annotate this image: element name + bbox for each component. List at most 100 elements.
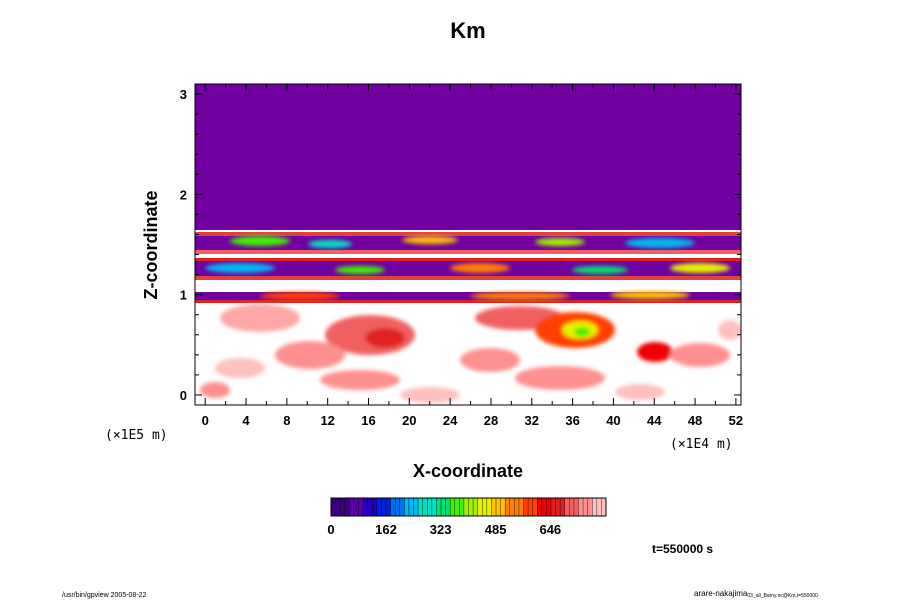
colorbar-cell — [546, 498, 552, 516]
colorbar-cell — [454, 498, 460, 516]
colorbar-cell — [413, 498, 419, 516]
colorbar-cell — [491, 498, 497, 516]
colorbar-cell — [427, 498, 433, 516]
colorbar-cell — [569, 498, 575, 516]
colorbar-cell — [468, 498, 474, 516]
x-unit-label: (×1E4 m) — [670, 437, 733, 452]
colorbar-cell — [381, 498, 387, 516]
x-axis-label: X-coordinate — [413, 461, 523, 481]
colorbar-cell — [509, 498, 515, 516]
colorbar-cell — [551, 498, 557, 516]
colorbar-cell — [418, 498, 424, 516]
colorbar-cell — [431, 498, 437, 516]
x-tick-label: 28 — [484, 413, 498, 428]
turbulence-patches — [205, 236, 730, 300]
colorbar-cell — [376, 498, 382, 516]
footer-right: arare-nakajima03_all_Barny.nc@Km,t=55000… — [694, 589, 818, 599]
time-label: t=550000 s — [652, 542, 713, 556]
x-tick-label: 8 — [283, 413, 290, 428]
colorbar-cell — [408, 498, 414, 516]
colorbar-cell — [564, 498, 570, 516]
x-tick-label: 16 — [361, 413, 375, 428]
colorbar-cell — [353, 498, 359, 516]
colorbar-cell — [555, 498, 561, 516]
footer-right-small: 03_all_Barny.nc@Km,t=550000 — [747, 593, 818, 599]
x-tick-label: 20 — [402, 413, 416, 428]
x-tick-label: 24 — [443, 413, 458, 428]
x-tick-label: 12 — [320, 413, 334, 428]
band-purple-1 — [195, 232, 741, 236]
y-axis: 0 1 2 3 — [180, 87, 741, 403]
colorbar-cell — [477, 498, 483, 516]
colorbar-cell — [601, 498, 607, 516]
x-tick-label: 48 — [688, 413, 702, 428]
colorbar-cell — [528, 498, 534, 516]
colorbar-cell — [518, 498, 524, 516]
colorbar-cell — [463, 498, 469, 516]
colorbar-tick-label: 162 — [375, 522, 397, 537]
x-tick-label: 52 — [729, 413, 743, 428]
colorbar-cell — [514, 498, 520, 516]
colorbar-cell — [537, 498, 543, 516]
y-tick-label: 3 — [180, 87, 187, 102]
colorbar-cell — [459, 498, 465, 516]
y-tick-label: 2 — [180, 187, 187, 202]
band-red-3 — [195, 276, 741, 280]
colorbar-cell — [344, 498, 350, 516]
colorbar-cell — [404, 498, 410, 516]
colorbar-cell — [422, 498, 428, 516]
plot-frame — [194, 83, 742, 406]
band-white-2 — [195, 280, 741, 292]
colorbar-cell — [386, 498, 392, 516]
colorbar-cell — [358, 498, 364, 516]
colorbar-cell — [587, 498, 593, 516]
colorbar-cell — [523, 498, 529, 516]
colorbar-cell — [395, 498, 401, 516]
colorbar-cell — [596, 498, 602, 516]
x-tick-label: 44 — [647, 413, 662, 428]
colorbar-cell — [450, 498, 456, 516]
x-tick-label: 40 — [606, 413, 620, 428]
colorbar-cell — [505, 498, 511, 516]
colorbar-frame — [330, 497, 607, 517]
colorbar-tick-label: 323 — [430, 522, 452, 537]
colorbar: 0 162 323 485 646 — [327, 497, 607, 537]
plot-area — [195, 84, 741, 405]
colorbar-cell — [578, 498, 584, 516]
colorbar-cell — [340, 498, 346, 516]
colorbar-cell — [532, 498, 538, 516]
x-tick-label: 4 — [242, 413, 250, 428]
band-purple-4 — [195, 292, 741, 300]
y-tick-label: 1 — [180, 288, 187, 303]
colorbar-cell — [331, 498, 337, 516]
x-tick-label: 36 — [565, 413, 579, 428]
x-tick-label: 0 — [202, 413, 209, 428]
colorbar-cell — [592, 498, 598, 516]
footer-right-main: arare-nakajima — [694, 589, 748, 598]
upper-purple-field — [195, 84, 741, 230]
lower-plumes — [200, 304, 741, 403]
colorbar-cell — [445, 498, 451, 516]
band-red-4 — [195, 300, 741, 303]
colorbar-cell — [500, 498, 506, 516]
colorbar-cell — [335, 498, 341, 516]
colorbar-tick-label: 646 — [539, 522, 561, 537]
colorbar-cell — [436, 498, 442, 516]
colorbar-cell — [349, 498, 355, 516]
footer-left: /usr/bin/gpview 2005-08-22 — [62, 592, 147, 599]
band-red-1 — [195, 250, 741, 254]
colorbar-cell — [583, 498, 589, 516]
colorbar-cell — [482, 498, 488, 516]
colorbar-cell — [363, 498, 369, 516]
x-axis: 0 4 8 12 16 20 24 28 32 36 40 44 48 52 — [202, 84, 743, 428]
chart-title: Km — [450, 18, 485, 43]
colorbar-cell — [372, 498, 378, 516]
colorbar-cell — [541, 498, 547, 516]
band-red-2 — [195, 258, 741, 261]
colorbar-cell — [399, 498, 405, 516]
colorbar-cell — [441, 498, 447, 516]
colorbar-cell — [486, 498, 492, 516]
colorbar-tick-label: 0 — [327, 522, 334, 537]
y-axis-label: Z-coordinate — [141, 190, 161, 299]
colorbar-cell — [473, 498, 479, 516]
